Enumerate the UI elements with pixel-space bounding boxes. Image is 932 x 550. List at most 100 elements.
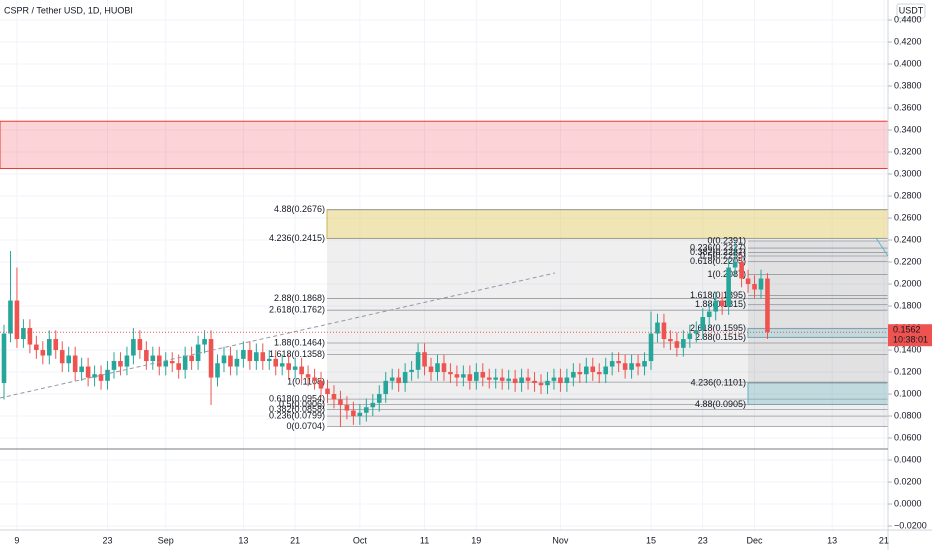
candle-body [137,339,143,351]
candle-body [40,350,46,356]
candle-body [674,341,680,348]
candle-body [215,363,220,378]
fib-label: 2.618(0.1595) [690,323,746,333]
candle-body [467,374,473,381]
candle-body [558,377,563,384]
fib-zone [326,209,889,239]
candle-body [719,300,725,307]
candle-body [53,339,59,351]
y-tick-label: 0.0200 [894,476,922,486]
y-tick-label: 0.4200 [894,36,922,46]
candle-body [182,355,188,370]
candle-body [1,333,7,384]
candle-body [590,366,596,373]
candle-body [85,366,91,378]
candle-body [331,394,337,400]
candle-body [72,355,78,373]
candle-body [59,350,65,364]
y-tick-label: 0.3800 [894,80,922,90]
candle-body [493,377,499,380]
fib-label: 0.382(0.0858) [269,404,325,414]
fib-label: 2.618(0.1762) [269,305,325,315]
candle-body [163,361,169,367]
last-price-label: 0.1562 [893,325,921,335]
candle-body [571,372,576,378]
candle-body [700,317,706,331]
candle-body [584,366,589,375]
candle-body [98,374,104,381]
candle-body [661,322,667,340]
fib-label: 0.5(0.0906) [279,399,325,409]
fib-box [327,209,888,427]
candle-body [545,380,550,386]
candle-body [609,361,615,367]
y-tick-label: 0.0800 [894,410,922,420]
candle-body [299,366,304,375]
x-tick-label: Sep [158,535,174,545]
candle-body [396,377,401,384]
candle-body [150,355,156,362]
y-tick-label: 0.2800 [894,190,922,200]
currency-badge[interactable] [896,3,926,19]
candle-body [668,339,673,342]
y-tick-label: 0.0400 [894,454,922,464]
candle-body [752,284,757,290]
candle-body [642,361,647,367]
candle-body [461,374,466,378]
candle-body [266,358,272,362]
candle-body [124,355,130,367]
candle-body [34,344,39,351]
x-tick-label: 11 [420,535,429,545]
candle-body [292,366,298,370]
candle-body [713,300,718,312]
candle-body [92,374,97,378]
trend-line [875,237,889,257]
chart-title: CSPR / Tether USD, 1D, HUOBI [4,5,133,15]
y-tick-label: 0.1200 [894,366,922,376]
resistance-zone [0,120,889,170]
fib-label: 4.88(0.0905) [695,399,746,409]
candle-body [79,366,84,373]
x-tick-label: 15 [646,535,656,545]
candle-body [221,355,227,364]
x-tick-label: 21 [290,535,300,545]
y-tick-label: 0.2600 [894,212,922,222]
candle-body [364,407,369,413]
candle-body [376,394,382,403]
y-tick-label: 0.4000 [894,58,922,68]
candle-body [131,339,136,356]
candle-body [441,363,447,373]
candle-body [519,377,524,384]
x-tick-label: 23 [103,535,113,545]
candle-body [480,372,486,378]
y-tick-label: 0.3200 [894,146,922,156]
candle-body [486,377,492,380]
fib-label: 4.236(0.2415) [269,233,325,243]
fib-label: 1.88(0.1464) [274,337,325,347]
fib-label: 0(0.2391) [707,235,746,245]
candle-body [732,262,738,268]
y-tick-label: 0.2400 [894,234,922,244]
candle-body [525,377,531,381]
candle-body [66,355,71,364]
x-tick-label: 9 [14,535,19,545]
candle-body [8,300,13,334]
candle-body [169,361,175,364]
candle-body [596,372,602,375]
fib-label: 0.236(0.2327) [690,242,746,252]
candle-body [409,369,414,373]
candle-body [765,278,770,333]
fib-label: 0.382(0.2287) [690,247,746,257]
candle-body [156,355,162,367]
candle-body [745,278,751,285]
fib-label: 4.236(0.1101) [691,377,746,387]
fib-label: 0.618(0.2205) [690,256,746,266]
candle-body [176,363,181,370]
currency-label[interactable]: USDT [899,5,924,15]
y-tick-label: 0.1400 [894,344,922,354]
candle-body [512,378,518,384]
y-tick-label: 0.2000 [894,278,922,288]
candle-body [344,405,350,411]
candle-body [428,366,434,373]
